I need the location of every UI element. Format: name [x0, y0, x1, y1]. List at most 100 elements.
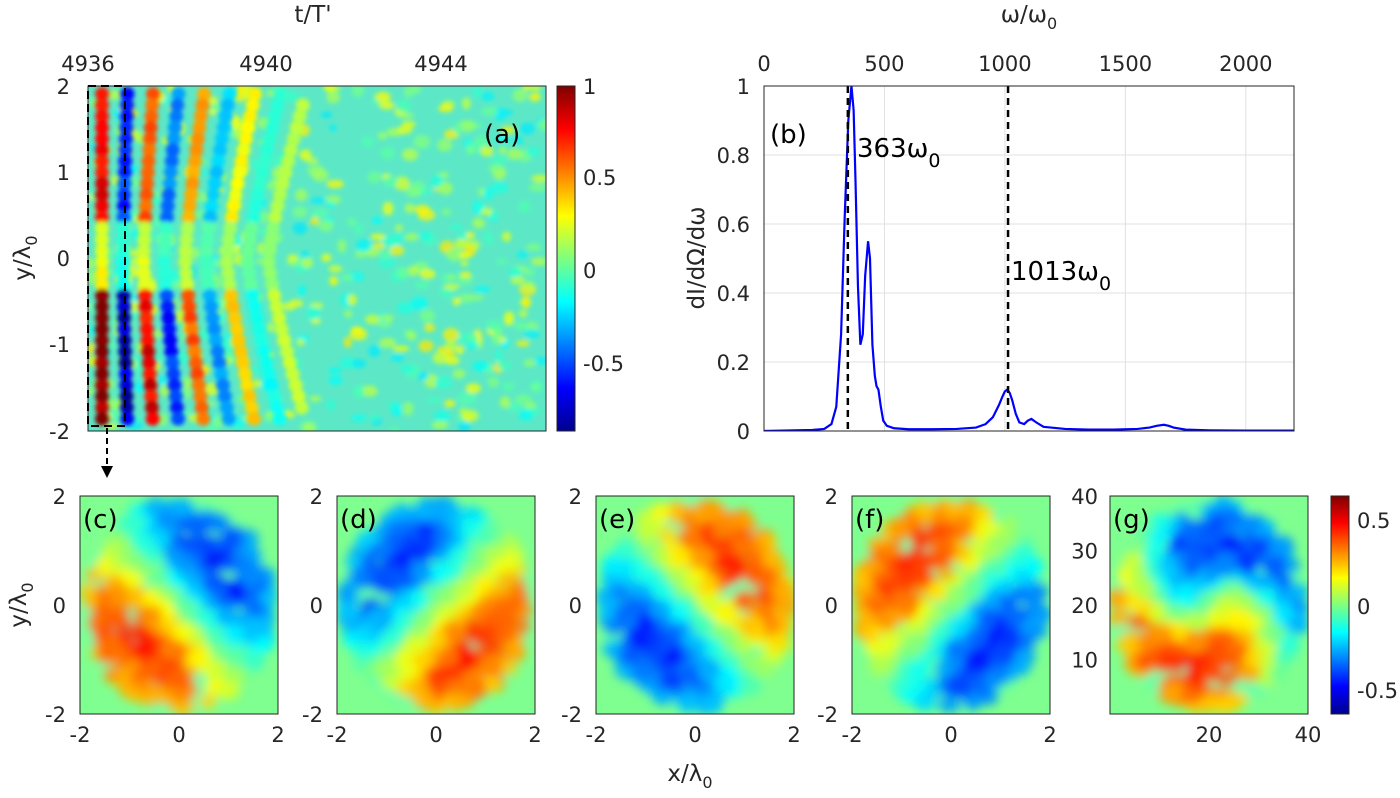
panel-a-wavefront-cell [226, 199, 241, 213]
panel-a-noise-cell [406, 331, 417, 341]
bottom-panel-field-cell [1024, 590, 1045, 610]
panel-a-noise-cell [320, 111, 333, 119]
bottom-panel-xtick: -2 [842, 723, 863, 747]
panel-a-wavefront-cell [157, 243, 172, 258]
panel-a-wavefront-cell [220, 243, 235, 258]
bottom-panel-field-cell [661, 672, 684, 691]
bottom-panel-frame [851, 495, 1051, 715]
panel-a-wavefront-cell [241, 243, 256, 258]
bottom-panel: (d) -2 0 2 2 0 -2 [302, 485, 542, 747]
panel-a-noise-cell [182, 376, 194, 390]
panel-a-wavefront-cell [163, 165, 178, 180]
panel-a-wavefront-cell [278, 165, 293, 180]
bottom-panel-field-cell [1023, 556, 1040, 577]
panel-a-wavefront-cell [203, 210, 218, 225]
panel-a-noise-cell [521, 295, 531, 309]
bottom-panel-field-cell [670, 549, 691, 569]
panel-a-noise-cell [134, 380, 147, 393]
panel-a-noise-cell [378, 249, 392, 260]
bottom-panel-field-cell [1271, 535, 1294, 553]
panel-a-wavefront-cell [217, 389, 232, 404]
bottom-panel-field-cell [345, 554, 362, 569]
bottom-panel-field-cell [390, 518, 412, 534]
panel-a-wavefront-cell [138, 288, 153, 303]
bottom-panel-field-cell [910, 550, 934, 570]
panel-a-wavefront-cell [136, 255, 151, 269]
bottom-panel-label: (e) [599, 505, 635, 535]
panel-a-wavefront-cell [95, 255, 109, 269]
bottom-panel-ytick: 2 [825, 485, 838, 509]
bottom-panel-field-cell [652, 689, 674, 706]
bottom-panel-field [596, 499, 794, 714]
panel-a-noise-cell [501, 126, 516, 134]
bottom-panel-field-cell [683, 665, 700, 686]
panel-a-wavefront-cell [95, 411, 109, 426]
bottom-panel-field-cell [108, 610, 130, 627]
bottom-panel-field-cell [936, 565, 955, 582]
panel-a-wavefront-cell [270, 199, 285, 213]
panel-a-wavefront-cell [219, 400, 234, 415]
panel-a-noise-cell [292, 206, 308, 218]
panel-a-noise-cell [419, 268, 436, 280]
panel-a-noise-cell [457, 392, 476, 405]
panel-a-wavefront-cell [95, 333, 109, 348]
panel-a-noise-cell [318, 219, 334, 232]
bottom-panel-ytick: 2 [53, 485, 66, 509]
bottom-panel-field-cell [136, 690, 159, 706]
panel-a-wavefront-cell [144, 109, 159, 124]
panel-a-wavefront-cell [95, 210, 109, 225]
panel-a-wavefront-cell [168, 389, 183, 404]
panel-a-noise-cell [534, 356, 546, 365]
panel-a-noise-cell [510, 275, 526, 285]
panel-a-noise-cell [379, 100, 395, 110]
panel-a-noise-cell [480, 145, 494, 157]
panel-a-wavefront-cell [95, 299, 109, 314]
panel-a-wavefront-cell [243, 109, 258, 124]
bottom-panel-field-cell [989, 533, 1012, 549]
bottom-colorbar-tick: 0.5 [1357, 509, 1390, 533]
bottom-panel-field-cell [452, 577, 474, 599]
panel-a-noise-cell [128, 175, 141, 189]
panel-a-noise-cell [351, 86, 365, 97]
panel-a-noise-cell [524, 328, 541, 339]
panel-a-noise-cell [502, 381, 515, 392]
panel-a-wavefront-cell [116, 299, 131, 314]
bottom-panel-field-cell [1152, 627, 1173, 645]
bottom-panel-field-cell [926, 581, 947, 603]
bottom-panel-field-cell [1185, 611, 1202, 631]
panel-a-noise-cell [474, 134, 489, 148]
bottom-panel-field-cell [461, 518, 481, 538]
bottom-panel: (g) 20 40 40 30 20 10 [1071, 485, 1321, 747]
panel-a-wavefront-cell [205, 311, 220, 325]
bottom-panel-frame [79, 495, 279, 715]
panel-a-noise-cell [520, 122, 535, 135]
panel-a-noise-cell [341, 274, 354, 282]
panel-a-noise-cell [443, 283, 460, 291]
panel-a-wavefront-cell [221, 266, 236, 281]
panel-a-wavefront-cell [224, 288, 239, 303]
panel-a-noise-cell [326, 90, 341, 104]
bottom-panel-field-cell [106, 585, 128, 607]
panel-a-noise-cell [105, 90, 123, 100]
panel-a-noise-cell [452, 368, 466, 379]
panel-a-noise-cell [328, 375, 343, 386]
panel-a-noise-cell [397, 99, 411, 113]
panel-a-noise-cell [326, 399, 336, 411]
panel-a-wavefront-cell [138, 199, 153, 213]
panel-a-wavefront-cell [95, 355, 109, 370]
panel-a-noise-cell [502, 109, 514, 116]
panel-a-wavefront-cell [272, 311, 287, 325]
panel-a-wavefront-cell [118, 131, 133, 146]
panel-a-wavefront-cell [240, 378, 255, 393]
bottom-panel-xtick: 0 [172, 723, 185, 747]
bottom-panel-field-cell [967, 649, 992, 670]
bottom-panel-field-cell [198, 693, 217, 710]
panel-a-noise-cell [514, 394, 532, 405]
panel-a-wavefront-cell [158, 232, 173, 247]
bottom-panel-ytick: -2 [561, 703, 582, 727]
panel-a-noise-cell [488, 164, 503, 173]
panel-a-noise-cell [369, 414, 380, 422]
panel-a-wavefront-cell [256, 344, 271, 359]
bottom-panel-field-cell [1110, 609, 1130, 626]
bottom-panel-field-cell [903, 590, 920, 613]
